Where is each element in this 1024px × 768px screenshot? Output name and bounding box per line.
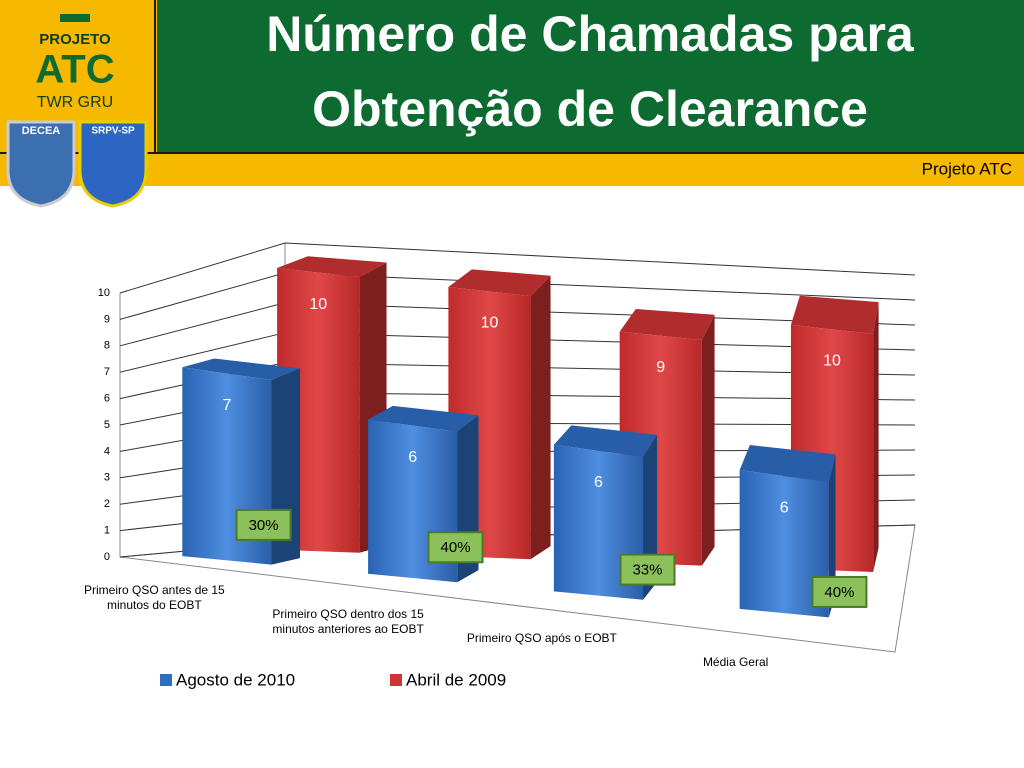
y-tick-label: 4: [104, 445, 110, 457]
logo-text: ATC: [35, 48, 114, 92]
title-line: Número de Chamadas para Obtenção de Clear…: [266, 6, 915, 137]
x-tick-label-box: Média Geral: [702, 654, 769, 669]
bar-side: [873, 302, 879, 572]
y-tick-label: 0: [104, 551, 110, 563]
data-label: 10: [823, 353, 841, 370]
bar-side: [701, 314, 715, 566]
subtitle: Projeto ATC: [922, 159, 1012, 178]
legend-label: Agosto de 2010: [176, 670, 295, 689]
bar-top: [368, 405, 479, 432]
annotation-box: [619, 553, 676, 586]
x-tick-label: Primeiro QSO antes de 15 minutos do EOBT: [84, 583, 225, 613]
bar-top: [182, 358, 300, 380]
data-label: 7: [222, 397, 231, 414]
chart: 0 1 2 3 4 5 6 7 8 9 10 10 10 9 10 7 6 6 6 30% 40% 33% 40% Prime…: [84, 242, 916, 689]
legend-label: Abril de 2009: [406, 670, 506, 689]
annotation: 40%: [824, 584, 854, 601]
data-label: 10: [481, 315, 499, 332]
x-tick-label-box: Primeiro QSO antes de 15 minutos do EOBT: [84, 583, 225, 613]
y-tick-label: 10: [98, 287, 110, 299]
annotation-box: [811, 575, 868, 608]
bar: [448, 269, 551, 560]
bar-side: [530, 275, 551, 560]
data-label: 6: [594, 474, 603, 491]
y-tick-label: 1: [104, 525, 110, 537]
annotation: 40%: [441, 539, 471, 556]
bar-top: [277, 256, 387, 278]
bar-top: [553, 425, 658, 457]
badge: [6, 120, 76, 208]
bar-top: [448, 269, 551, 297]
bar-top: [619, 308, 715, 341]
badge: [78, 120, 148, 208]
annotation: 30%: [249, 517, 279, 534]
bar-front: [739, 470, 829, 618]
legend-swatch: [390, 674, 402, 686]
y-tick-label: 2: [104, 498, 110, 510]
y-tick-label: 6: [104, 393, 110, 405]
header-green: [157, 0, 1024, 152]
y-tick-label: 8: [104, 340, 110, 352]
x-tick-label: Média Geral: [702, 654, 769, 669]
x-tick-label-box: Primeiro QSO após o EOBT: [466, 630, 617, 645]
data-label: 6: [780, 499, 789, 516]
logo-text: PROJETO: [39, 31, 111, 48]
y-tick-label: 5: [104, 419, 110, 431]
grid-line: [119, 242, 916, 294]
annotation-box: [235, 508, 292, 541]
x-tick-label-box: Primeiro QSO dentro dos 15 minutos anter…: [272, 607, 424, 637]
x-tick-label: Primeiro QSO dentro dos 15 minutos anter…: [272, 607, 424, 637]
logo-text: TWR GRU: [37, 94, 113, 111]
y-tick-label: 3: [104, 472, 110, 484]
x-tick-label: Primeiro QSO após o EOBT: [466, 630, 617, 645]
data-label: 10: [309, 296, 327, 313]
legend-swatch: [160, 674, 172, 686]
badge-text: DECEA: [22, 125, 61, 137]
bar-top: [790, 295, 879, 334]
data-label: 6: [408, 449, 417, 466]
y-tick-label: 7: [104, 366, 110, 378]
badge-text: SRPV-SP: [91, 126, 135, 137]
annotation: 33%: [632, 562, 662, 579]
y-tick-label: 9: [104, 313, 110, 325]
annotation-box: [427, 531, 484, 564]
data-label: 9: [656, 359, 665, 376]
bar-top: [739, 445, 836, 483]
